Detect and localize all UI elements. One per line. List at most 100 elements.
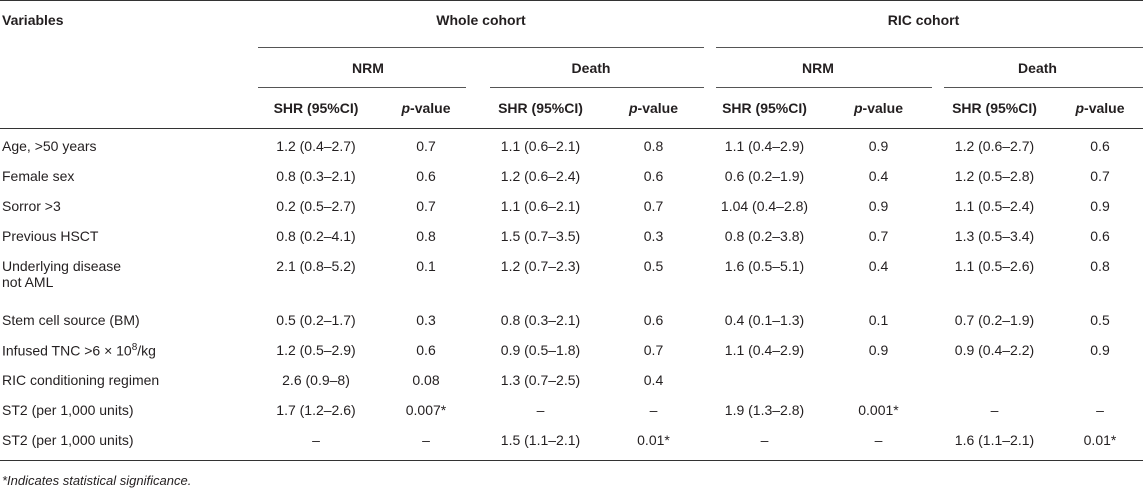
cell: 0.9 xyxy=(868,342,889,358)
cell: 0.4 xyxy=(868,258,889,274)
row-label: RIC conditioning regimen xyxy=(2,372,160,388)
cell: – xyxy=(374,428,478,461)
table-row: RIC conditioning regimen 2.6 (0.9–8) 0.0… xyxy=(0,368,1143,398)
cell: 0.5 xyxy=(1090,312,1110,328)
cell: 0.4 xyxy=(643,372,664,388)
cell: – xyxy=(536,402,545,418)
cell: 1.1 (0.4–2.9) xyxy=(724,138,805,154)
row-label: Age, >50 years xyxy=(2,138,97,154)
cell: 0.4 (0.1–1.3) xyxy=(724,312,805,328)
cell: – xyxy=(825,428,932,461)
table-row: Underlying disease not AML 2.1 (0.8–5.2) … xyxy=(0,254,1143,308)
p-value-header: p-value xyxy=(1057,88,1143,129)
cell: – xyxy=(258,428,374,461)
ric-cohort-header: RIC cohort xyxy=(704,1,1143,49)
cell: 0.01* xyxy=(603,428,704,461)
cell: 1.3 (0.5–3.4) xyxy=(954,228,1035,244)
cell: 0.5 xyxy=(643,258,664,274)
cell: 0.8 xyxy=(416,228,436,244)
p-value-header: p-value xyxy=(825,88,932,129)
cell: 0.9 xyxy=(1090,198,1110,214)
cell xyxy=(704,368,825,398)
cell: 0.8 (0.2–4.1) xyxy=(276,228,356,244)
cell: – xyxy=(1096,402,1104,418)
cell: 0.6 xyxy=(1090,138,1110,154)
p-value-header: p-value xyxy=(603,88,704,129)
cell: 0.6 xyxy=(643,168,664,184)
cell: 0.9 xyxy=(1090,342,1110,358)
shr-header: SHR (95%CI) xyxy=(932,88,1057,129)
results-table: Variables Whole cohort RIC cohort NRM De… xyxy=(0,0,1143,461)
shr-header: SHR (95%CI) xyxy=(478,88,603,129)
cell: – xyxy=(649,402,658,418)
cell: 1.1 (0.5–2.6) xyxy=(954,258,1035,274)
cell: 1.9 (1.3–2.8) xyxy=(724,402,805,418)
cell xyxy=(932,368,1057,398)
whole-death-header: Death xyxy=(478,48,704,88)
cell: 0.1 xyxy=(868,312,889,328)
cell: 1.2 (0.6–2.7) xyxy=(954,138,1035,154)
cell: 1.1 (0.4–2.9) xyxy=(724,342,805,358)
cell: – xyxy=(704,428,825,461)
cell: 0.8 (0.2–3.8) xyxy=(724,228,805,244)
variables-header: Variables xyxy=(0,0,258,129)
shr-header: SHR (95%CI) xyxy=(704,88,825,129)
cell: 0.3 xyxy=(643,228,664,244)
cell: 0.3 xyxy=(416,312,436,328)
cell: 1.1 (0.6–2.1) xyxy=(500,198,581,214)
cell: 0.7 xyxy=(416,138,436,154)
row-label: Underlying disease not AML xyxy=(2,258,122,290)
cell: 1.2 (0.4–2.7) xyxy=(276,138,356,154)
cell: 0.7 xyxy=(416,198,436,214)
cell xyxy=(1057,368,1143,398)
cell: 0.2 (0.5–2.7) xyxy=(276,198,356,214)
cell: 1.1 (0.5–2.4) xyxy=(954,198,1035,214)
ric-death-header: Death xyxy=(932,48,1143,88)
table-row: Stem cell source (BM) 0.5 (0.2–1.7) 0.3 … xyxy=(0,308,1143,338)
cell: 0.6 (0.2–1.9) xyxy=(724,168,805,184)
cell: 0.7 xyxy=(643,198,664,214)
cell: 0.7 (0.2–1.9) xyxy=(954,312,1035,328)
cell: 0.7 xyxy=(643,342,664,358)
table-row: Previous HSCT 0.8 (0.2–4.1) 0.8 1.5 (0.7… xyxy=(0,224,1143,254)
cell: 0.6 xyxy=(416,342,436,358)
cell: – xyxy=(990,402,999,418)
cell xyxy=(825,368,932,398)
table-row: Infused TNC >6 × 108/kg 1.2 (0.5–2.9) 0.… xyxy=(0,338,1143,368)
row-label: Stem cell source (BM) xyxy=(2,312,140,328)
cell: 0.6 xyxy=(416,168,436,184)
cell: 1.6 (0.5–5.1) xyxy=(724,258,805,274)
cell: 0.8 xyxy=(643,138,664,154)
cell: 0.001* xyxy=(858,402,899,418)
cell: 0.08 xyxy=(412,372,440,388)
cell: 0.8 (0.3–2.1) xyxy=(276,168,356,184)
cell: 0.8 (0.3–2.1) xyxy=(500,312,581,328)
cell: 0.9 xyxy=(868,198,889,214)
table-row: Sorror >3 0.2 (0.5–2.7) 0.7 1.1 (0.6–2.1… xyxy=(0,194,1143,224)
cell: 0.9 (0.4–2.2) xyxy=(954,342,1035,358)
row-label: Female sex xyxy=(2,168,75,184)
cell: 0.8 xyxy=(1090,258,1110,274)
table-row: ST2 (per 1,000 units) – – 1.5 (1.1–2.1) … xyxy=(0,428,1143,461)
cell: 1.2 (0.7–2.3) xyxy=(500,258,581,274)
table-row: ST2 (per 1,000 units) 1.7 (1.2–2.6) 0.00… xyxy=(0,398,1143,428)
cell: 1.1 (0.6–2.1) xyxy=(500,138,581,154)
cell: 2.6 (0.9–8) xyxy=(282,372,350,388)
row-label: Infused TNC >6 × 108/kg xyxy=(2,342,156,359)
cell: 0.6 xyxy=(643,312,664,328)
footnote: *Indicates statistical significance. xyxy=(2,473,192,488)
cell: 1.5 (1.1–2.1) xyxy=(478,428,603,461)
cell: 0.7 xyxy=(868,228,889,244)
cell: 0.9 (0.5–1.8) xyxy=(500,342,581,358)
row-label: Previous HSCT xyxy=(2,228,99,244)
whole-cohort-header: Whole cohort xyxy=(258,1,704,49)
cell: 1.6 (1.1–2.1) xyxy=(932,428,1057,461)
cell: 0.5 (0.2–1.7) xyxy=(276,312,356,328)
cell: 0.1 xyxy=(416,258,436,274)
cell: 2.1 (0.8–5.2) xyxy=(276,258,356,274)
cell: 1.5 (0.7–3.5) xyxy=(500,228,581,244)
cell: 1.04 (0.4–2.8) xyxy=(720,198,809,214)
cell: 1.2 (0.6–2.4) xyxy=(500,168,581,184)
cell: 0.6 xyxy=(1090,228,1110,244)
row-label: ST2 (per 1,000 units) xyxy=(2,402,134,418)
